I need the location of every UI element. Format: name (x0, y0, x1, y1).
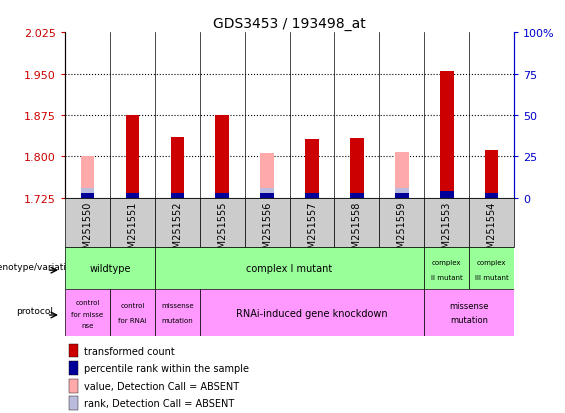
Text: mutation: mutation (162, 317, 193, 323)
Bar (424, 198, 469, 248)
Text: II mutant: II mutant (431, 275, 463, 280)
Bar (245, 198, 289, 248)
Text: GSM251558: GSM251558 (352, 201, 362, 260)
Text: nse: nse (81, 322, 94, 328)
Text: complex: complex (477, 259, 506, 265)
Bar (65, 248, 155, 289)
Text: percentile rank within the sample: percentile rank within the sample (84, 363, 249, 373)
Bar (424, 289, 514, 337)
Bar (155, 198, 200, 248)
Text: complex: complex (432, 259, 462, 265)
Bar (350, 139, 364, 198)
Text: value, Detection Call = ABSENT: value, Detection Call = ABSENT (84, 381, 239, 391)
Text: GSM251555: GSM251555 (217, 201, 227, 260)
Bar (395, 188, 408, 198)
Bar (485, 193, 498, 198)
Bar (485, 150, 498, 198)
Text: complex I mutant: complex I mutant (246, 263, 333, 273)
Text: genotype/variation: genotype/variation (0, 262, 77, 271)
Bar (200, 198, 245, 248)
Bar (81, 157, 94, 198)
Bar (110, 289, 155, 337)
Bar (65, 198, 110, 248)
Bar (305, 139, 319, 198)
Bar (260, 193, 274, 198)
Text: control: control (120, 303, 145, 309)
Bar (350, 193, 364, 198)
Text: GSM251556: GSM251556 (262, 201, 272, 260)
Text: III mutant: III mutant (475, 275, 508, 280)
Bar (171, 138, 184, 198)
Bar (469, 248, 514, 289)
Bar (69, 379, 79, 393)
Bar (215, 193, 229, 198)
Text: for misse: for misse (71, 311, 103, 317)
Bar (260, 188, 274, 198)
Bar (69, 396, 79, 410)
Bar (424, 248, 469, 289)
Text: missense: missense (161, 303, 194, 309)
Bar (395, 193, 408, 198)
Bar (469, 198, 514, 248)
Bar (305, 193, 319, 198)
Bar (155, 248, 424, 289)
Bar (110, 198, 155, 248)
Text: GSM251554: GSM251554 (486, 201, 497, 260)
Bar (395, 153, 408, 198)
Bar (334, 198, 380, 248)
Text: wildtype: wildtype (89, 263, 131, 273)
Bar (215, 116, 229, 198)
Text: protocol: protocol (16, 306, 53, 315)
Text: GSM251550: GSM251550 (82, 201, 93, 260)
Text: GSM251551: GSM251551 (127, 201, 137, 260)
Bar (125, 116, 139, 198)
Text: control: control (75, 299, 99, 305)
Bar (81, 193, 94, 198)
Bar (200, 289, 424, 337)
Title: GDS3453 / 193498_at: GDS3453 / 193498_at (213, 17, 366, 31)
Text: GSM251553: GSM251553 (442, 201, 452, 260)
Text: GSM251552: GSM251552 (172, 201, 182, 260)
Text: transformed count: transformed count (84, 346, 175, 356)
Bar (81, 188, 94, 198)
Text: missense: missense (450, 301, 489, 310)
Bar (440, 192, 454, 198)
Text: GSM251559: GSM251559 (397, 201, 407, 260)
Bar (260, 154, 274, 198)
Bar (440, 71, 454, 198)
Bar (69, 344, 79, 358)
Text: rank, Detection Call = ABSENT: rank, Detection Call = ABSENT (84, 399, 234, 408)
Text: RNAi-induced gene knockdown: RNAi-induced gene knockdown (236, 308, 388, 318)
Bar (380, 198, 424, 248)
Bar (125, 193, 139, 198)
Text: for RNAi: for RNAi (118, 317, 147, 323)
Bar (65, 289, 110, 337)
Text: mutation: mutation (450, 316, 488, 325)
Text: GSM251557: GSM251557 (307, 201, 317, 260)
Bar (69, 361, 79, 375)
Bar (155, 289, 200, 337)
Bar (171, 193, 184, 198)
Bar (289, 198, 334, 248)
